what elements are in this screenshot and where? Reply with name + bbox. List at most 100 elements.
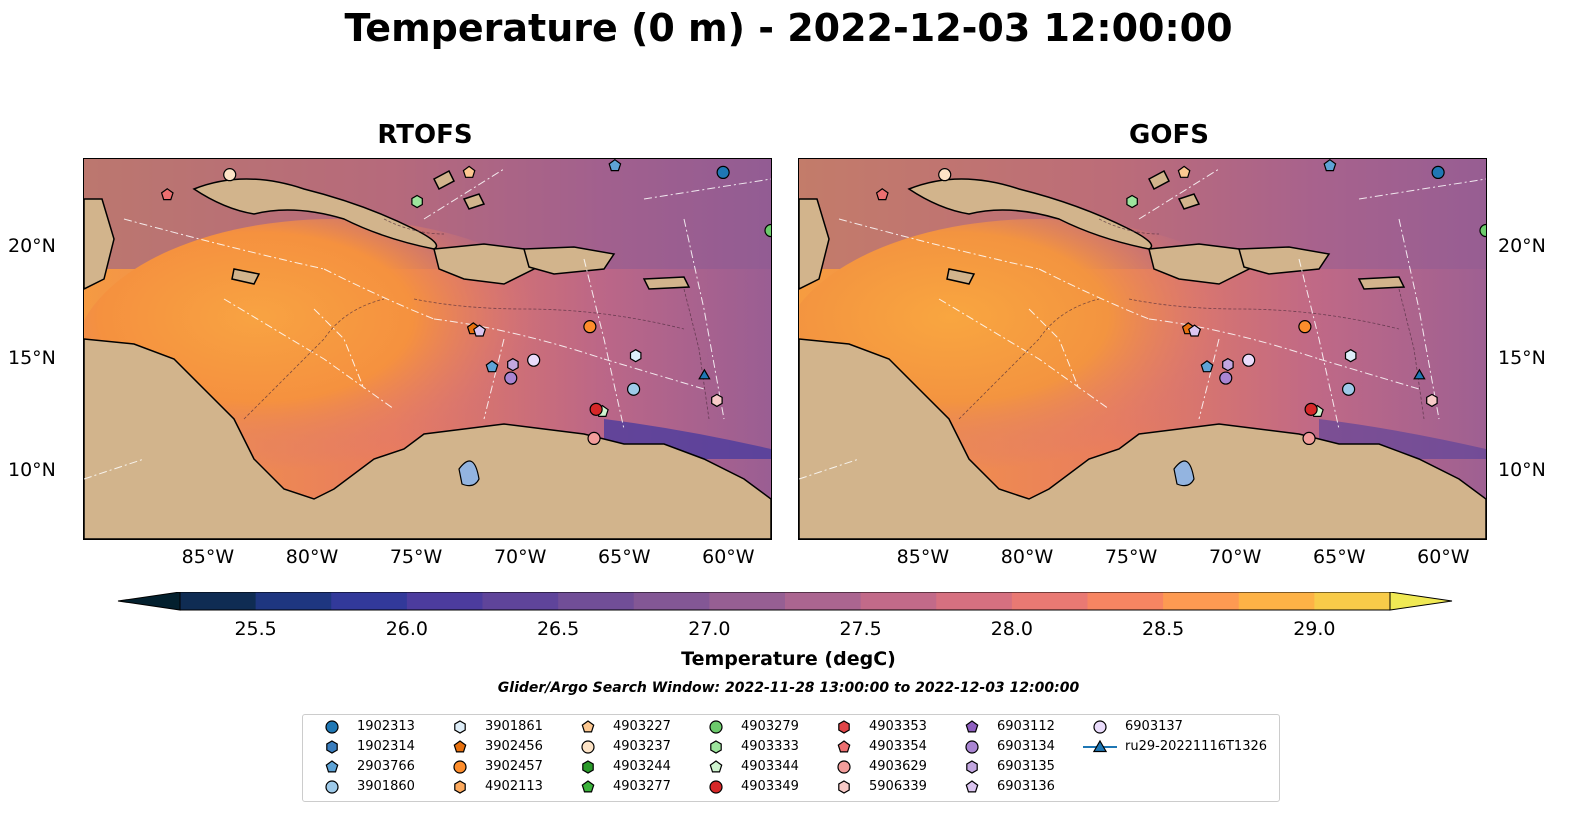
lat-tick-label-right: 10°N [1498, 458, 1546, 481]
legend-label: 6903137 [1125, 719, 1183, 734]
lon-tick-label: 65°W [1313, 546, 1366, 568]
float-marker-4903349[interactable] [1304, 402, 1318, 416]
legend-label: 1902313 [357, 719, 415, 734]
float-marker-6903136[interactable] [1188, 324, 1202, 337]
float-marker-6903135[interactable] [507, 357, 519, 372]
legend-label: 4903629 [869, 759, 927, 774]
float-marker-6903134[interactable] [504, 371, 518, 385]
float-marker-4903629[interactable] [1302, 431, 1316, 446]
float-marker-6903137[interactable] [1242, 353, 1256, 367]
float-marker-4903279[interactable] [1479, 223, 1486, 238]
float-marker-3901860[interactable] [626, 382, 641, 396]
colorbar-bin [1314, 592, 1391, 610]
colorbar-tick-label: 25.5 [234, 618, 276, 640]
panel-title-rtofs: RTOFS [377, 120, 473, 150]
float-marker-4903333[interactable] [1126, 194, 1138, 209]
legend-marker-icon [453, 760, 467, 774]
float-marker-6903136[interactable] [473, 324, 487, 337]
float-markers-gofs [875, 159, 1486, 446]
float-marker-2903766[interactable] [1323, 159, 1337, 172]
legend-marker-icon [453, 740, 467, 753]
legend-marker-icon [454, 720, 466, 734]
legend-label: 4903277 [613, 779, 671, 794]
legend-marker-icon [454, 780, 466, 794]
float-marker-ru29-20221116T1326[interactable] [698, 368, 711, 380]
float-marker-3901861[interactable] [629, 349, 642, 363]
legend-marker-icon [710, 740, 722, 754]
figure-title: Temperature (0 m) - 2022-12-03 12:00:00 [344, 6, 1233, 50]
colorbar-tick-label: 26.5 [537, 618, 579, 640]
float-marker-4903227[interactable] [1177, 165, 1191, 178]
legend-label: 4903227 [613, 719, 671, 734]
float-marker-5906339[interactable] [1426, 393, 1438, 408]
lon-tick-label: 80°W [1000, 546, 1054, 568]
legend-label: 6903135 [997, 759, 1055, 774]
legend-marker-icon [966, 760, 978, 774]
colorbar-label: Temperature (degC) [681, 648, 896, 670]
float-marker-4903237[interactable] [938, 168, 952, 182]
legend-marker-icon [581, 780, 595, 793]
legend-marker-icon [325, 720, 339, 734]
float-marker-6903134[interactable] [1219, 371, 1233, 385]
legend-marker-icon [709, 720, 723, 734]
legend-label: 4903353 [869, 719, 927, 734]
colorbar-bin [709, 592, 786, 610]
colorbar-tick-label: 27.0 [688, 618, 730, 640]
legend: 1902313 1902314 2903766 3901860 3901861 39024… [302, 714, 1280, 802]
legend-marker-icon [965, 740, 979, 754]
float-marker-2903766[interactable] [608, 159, 622, 172]
legend-label: 5906339 [869, 779, 927, 794]
lon-tick-label: 85°W [896, 546, 950, 568]
float-marker-4903237[interactable] [223, 168, 237, 182]
legend-label: 6903136 [997, 779, 1055, 794]
float-marker-4903227[interactable] [462, 165, 476, 178]
float-marker-2903766[interactable] [485, 360, 499, 373]
colorbar-extend-min [117, 592, 181, 611]
legend-marker-icon [326, 740, 338, 754]
legend-marker-icon [1083, 739, 1117, 753]
legend-marker-icon [709, 780, 723, 794]
lon-tick-label: 60°W [1417, 546, 1470, 568]
colorbar-tick-label: 27.5 [839, 618, 881, 640]
float-marker-ru29-20221116T1326[interactable] [1413, 368, 1426, 380]
colorbar-bin [1011, 592, 1088, 610]
colorbar-bin [180, 592, 257, 610]
float-marker-1902313[interactable] [1431, 165, 1445, 180]
legend-marker-icon [965, 720, 979, 733]
legend-label: ru29-20221116T1326 [1125, 739, 1268, 754]
legend-marker-icon [709, 760, 723, 773]
legend-label: 2903766 [357, 759, 415, 774]
colorbar-bin [406, 592, 483, 610]
map-gofs[interactable] [798, 158, 1487, 540]
float-marker-3901860[interactable] [1341, 382, 1356, 396]
legend-marker-icon [837, 760, 851, 774]
float-marker-4903279[interactable] [764, 223, 771, 238]
float-marker-3901861[interactable] [1344, 349, 1357, 363]
float-marker-6903135[interactable] [1222, 357, 1234, 372]
float-marker-6903137[interactable] [527, 353, 541, 367]
legend-marker-icon [325, 760, 339, 773]
float-marker-4903333[interactable] [411, 194, 423, 209]
legend-label: 1902314 [357, 739, 415, 754]
colorbar-tick-label: 28.5 [1142, 618, 1184, 640]
colorbar-bin [860, 592, 937, 610]
float-marker-4903354[interactable] [160, 188, 174, 201]
lon-tick-label: 70°W [1208, 546, 1262, 568]
map-rtofs[interactable] [83, 158, 772, 540]
float-marker-5906339[interactable] [711, 393, 723, 408]
legend-marker-icon [837, 740, 851, 753]
colorbar-bin [331, 592, 408, 610]
float-marker-4903354[interactable] [875, 188, 889, 201]
legend-label: 4903237 [613, 739, 671, 754]
lon-tick-label: 65°W [598, 546, 651, 568]
legend-marker-icon [838, 780, 850, 794]
float-marker-2903766[interactable] [1200, 360, 1214, 373]
legend-marker-icon [581, 720, 595, 733]
float-marker-1902313[interactable] [716, 165, 730, 180]
legend-label: 4903354 [869, 739, 927, 754]
lon-tick-label: 75°W [1104, 546, 1158, 568]
float-marker-4903349[interactable] [589, 402, 603, 416]
float-marker-4903629[interactable] [587, 431, 601, 446]
float-marker-3902457[interactable] [583, 320, 597, 334]
float-marker-3902457[interactable] [1298, 320, 1312, 334]
